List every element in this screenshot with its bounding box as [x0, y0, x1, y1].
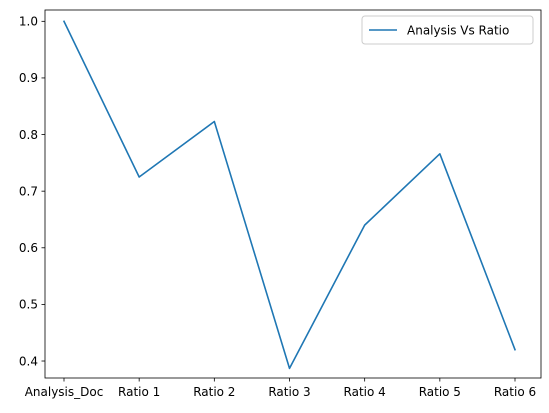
y-tick-label: 1.0 — [19, 15, 38, 29]
x-tick-label: Ratio 6 — [494, 385, 536, 399]
y-tick-label: 0.8 — [19, 128, 38, 142]
x-tick-label: Ratio 2 — [193, 385, 235, 399]
y-tick-label: 0.4 — [19, 354, 38, 368]
x-tick-label: Ratio 4 — [344, 385, 386, 399]
x-tick-label: Ratio 5 — [419, 385, 461, 399]
y-tick-label: 0.5 — [19, 298, 38, 312]
y-tick-label: 0.7 — [19, 184, 38, 198]
y-tick-label: 0.6 — [19, 241, 38, 255]
y-axis: 0.4 0.5 0.6 0.7 0.8 0.9 1.0 — [19, 15, 45, 368]
legend-label: Analysis Vs Ratio — [407, 24, 509, 38]
series-layer — [62, 20, 517, 370]
x-tick-label: Analysis_Doc — [25, 385, 104, 399]
legend-box — [361, 15, 534, 45]
x-tick-label: Ratio 1 — [118, 385, 160, 399]
x-axis: Analysis_Doc Ratio 1 Ratio 2 Ratio 3 Ratio 4… — [25, 378, 536, 399]
x-tick-label: Ratio 3 — [268, 385, 310, 399]
plot-area — [44, 9, 542, 379]
y-tick-label: 0.9 — [19, 71, 38, 85]
legend: Analysis Vs Ratio — [361, 15, 534, 45]
